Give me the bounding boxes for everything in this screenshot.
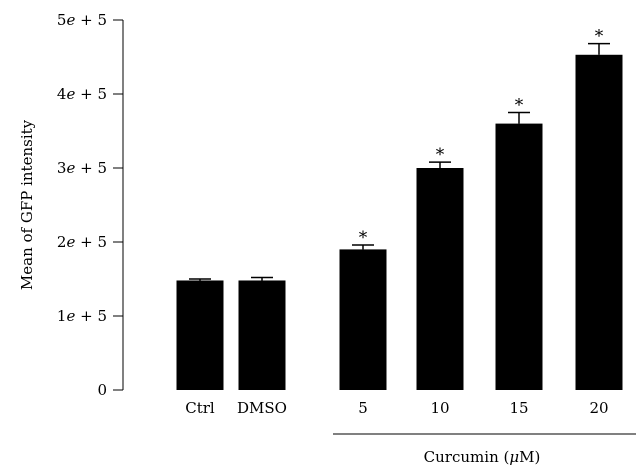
bar-10 [416,168,464,390]
y-tick-label: 2e + 5 [57,233,107,251]
bar-ctrl [176,280,224,390]
bars-group: * * * * [176,27,623,390]
x-tick-label: Ctrl [185,399,215,417]
y-tick-label: 0 [97,381,107,399]
y-tick-label: 5e + 5 [57,11,107,29]
significance-marker: * [359,228,368,248]
bar-15 [495,123,543,390]
curcumin-group-label: Curcumin (μM) [424,448,541,466]
bar-5 [339,249,387,390]
x-tick-label: 10 [430,399,449,417]
x-tick-label: 20 [589,399,608,417]
significance-marker: * [595,27,604,47]
significance-marker: * [515,96,524,116]
y-tick-label: 1e + 5 [57,307,107,325]
x-tick-label: 15 [509,399,528,417]
y-axis: 0 1e + 5 2e + 5 3e + 5 4e + 5 5e + 5 [57,11,124,399]
bar-20 [575,54,623,390]
x-tick-label: DMSO [237,399,287,417]
y-axis-title: Mean of GFP intensity [18,119,36,290]
y-tick-label: 3e + 5 [57,159,107,177]
x-tick-label: 5 [358,399,368,417]
x-tick-labels: Ctrl DMSO 5 10 15 20 [185,399,608,417]
bar-dmso [238,280,286,390]
y-tick-label: 4e + 5 [57,85,107,103]
significance-marker: * [436,145,445,165]
